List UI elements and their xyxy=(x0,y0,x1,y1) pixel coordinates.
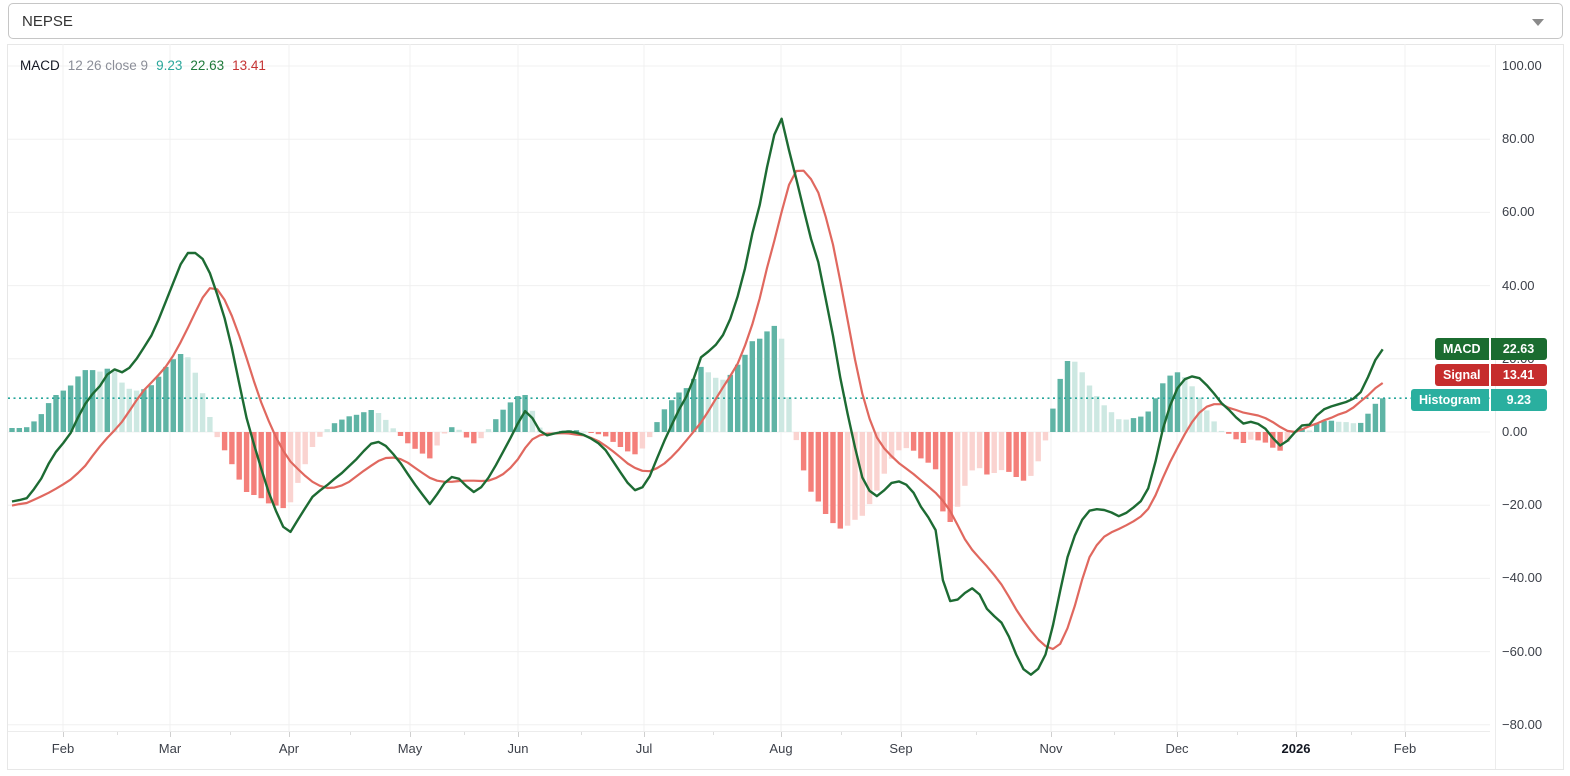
y-axis-label: −80.00 xyxy=(1502,716,1543,732)
x-axis-tick xyxy=(1296,732,1297,737)
y-axis-label: 0.00 xyxy=(1502,424,1528,439)
x-axis-tick xyxy=(289,732,290,737)
x-axis-tick xyxy=(518,732,519,737)
x-axis-minor-tick xyxy=(841,732,842,735)
legend-histogram-value: 9.23 xyxy=(156,58,183,73)
macd-badge-label: MACD xyxy=(1435,338,1489,360)
x-axis-tick xyxy=(644,732,645,737)
y-axis-label: 100.00 xyxy=(1502,58,1542,73)
x-axis-label: Mar xyxy=(158,741,182,756)
x-axis-tick xyxy=(781,732,782,737)
gridlines xyxy=(8,44,1490,731)
indicator-panel xyxy=(7,44,1564,770)
x-axis-minor-tick xyxy=(350,732,351,735)
x-axis-minor-tick xyxy=(976,732,977,735)
x-axis-label: Feb xyxy=(1393,741,1417,756)
symbol-select-value: NEPSE xyxy=(22,12,73,30)
signal-value-badge: Signal 13.41 xyxy=(1435,364,1547,386)
y-axis-label: −20.00 xyxy=(1502,497,1543,513)
indicator-params: 12 26 close 9 xyxy=(67,58,149,73)
macd-value-badge: MACD 22.63 xyxy=(1435,338,1547,360)
macd-badge-value: 22.63 xyxy=(1490,338,1547,360)
x-axis-tick xyxy=(901,732,902,737)
x-axis-tick xyxy=(410,732,411,737)
x-axis-minor-tick xyxy=(581,732,582,735)
signal-badge-value: 13.41 xyxy=(1490,364,1547,386)
y-axis-label: 80.00 xyxy=(1502,131,1535,147)
symbol-select[interactable]: NEPSE xyxy=(8,3,1563,39)
x-axis-label: Jun xyxy=(507,741,529,756)
x-axis-tick xyxy=(63,732,64,737)
y-axis-label: −60.00 xyxy=(1502,643,1543,659)
y-axis-label: 60.00 xyxy=(1502,204,1535,220)
x-axis-tick xyxy=(1051,732,1052,737)
x-axis-tick xyxy=(170,732,171,737)
x-axis-minor-tick xyxy=(713,732,714,735)
legend-signal-value: 13.41 xyxy=(232,58,266,73)
x-axis-label: 2026 xyxy=(1281,741,1311,756)
x-axis-label: May xyxy=(397,741,423,756)
x-axis-label: Dec xyxy=(1165,741,1189,756)
x-axis-tick xyxy=(1405,732,1406,737)
signal-badge-label: Signal xyxy=(1435,364,1489,386)
x-axis-minor-tick xyxy=(1351,732,1352,735)
x-axis-tick xyxy=(1177,732,1178,737)
x-axis-minor-tick xyxy=(230,732,231,735)
x-axis-label: Nov xyxy=(1039,741,1063,756)
macd-line xyxy=(11,117,1384,676)
dropdown-caret-icon[interactable] xyxy=(1532,19,1544,26)
y-axis-label: −40.00 xyxy=(1502,570,1543,586)
x-axis-label: Sep xyxy=(889,741,913,756)
x-axis-minor-tick xyxy=(1114,732,1115,735)
y-axis-label: 40.00 xyxy=(1502,277,1535,293)
legend-macd-value: 22.63 xyxy=(190,58,225,73)
indicator-name: MACD xyxy=(20,58,60,73)
macd-plot-area[interactable] xyxy=(8,44,1490,736)
x-axis-label: Aug xyxy=(769,741,793,756)
x-axis-label: Jul xyxy=(635,741,653,756)
histogram-value-badge: Histogram 9.23 xyxy=(1411,389,1547,411)
x-axis-label: Feb xyxy=(51,741,75,756)
signal-line xyxy=(11,169,1384,651)
x-axis-label: Apr xyxy=(278,741,300,756)
x-axis-minor-tick xyxy=(464,732,465,735)
x-axis-minor-tick xyxy=(117,732,118,735)
time-axis-separator xyxy=(8,731,1490,732)
indicator-legend: MACD 12 26 close 9 9.23 22.63 13.41 xyxy=(20,58,266,73)
histogram-badge-value: 9.23 xyxy=(1490,389,1547,411)
histogram-badge-label: Histogram xyxy=(1411,389,1489,411)
x-axis-minor-tick xyxy=(1237,732,1238,735)
